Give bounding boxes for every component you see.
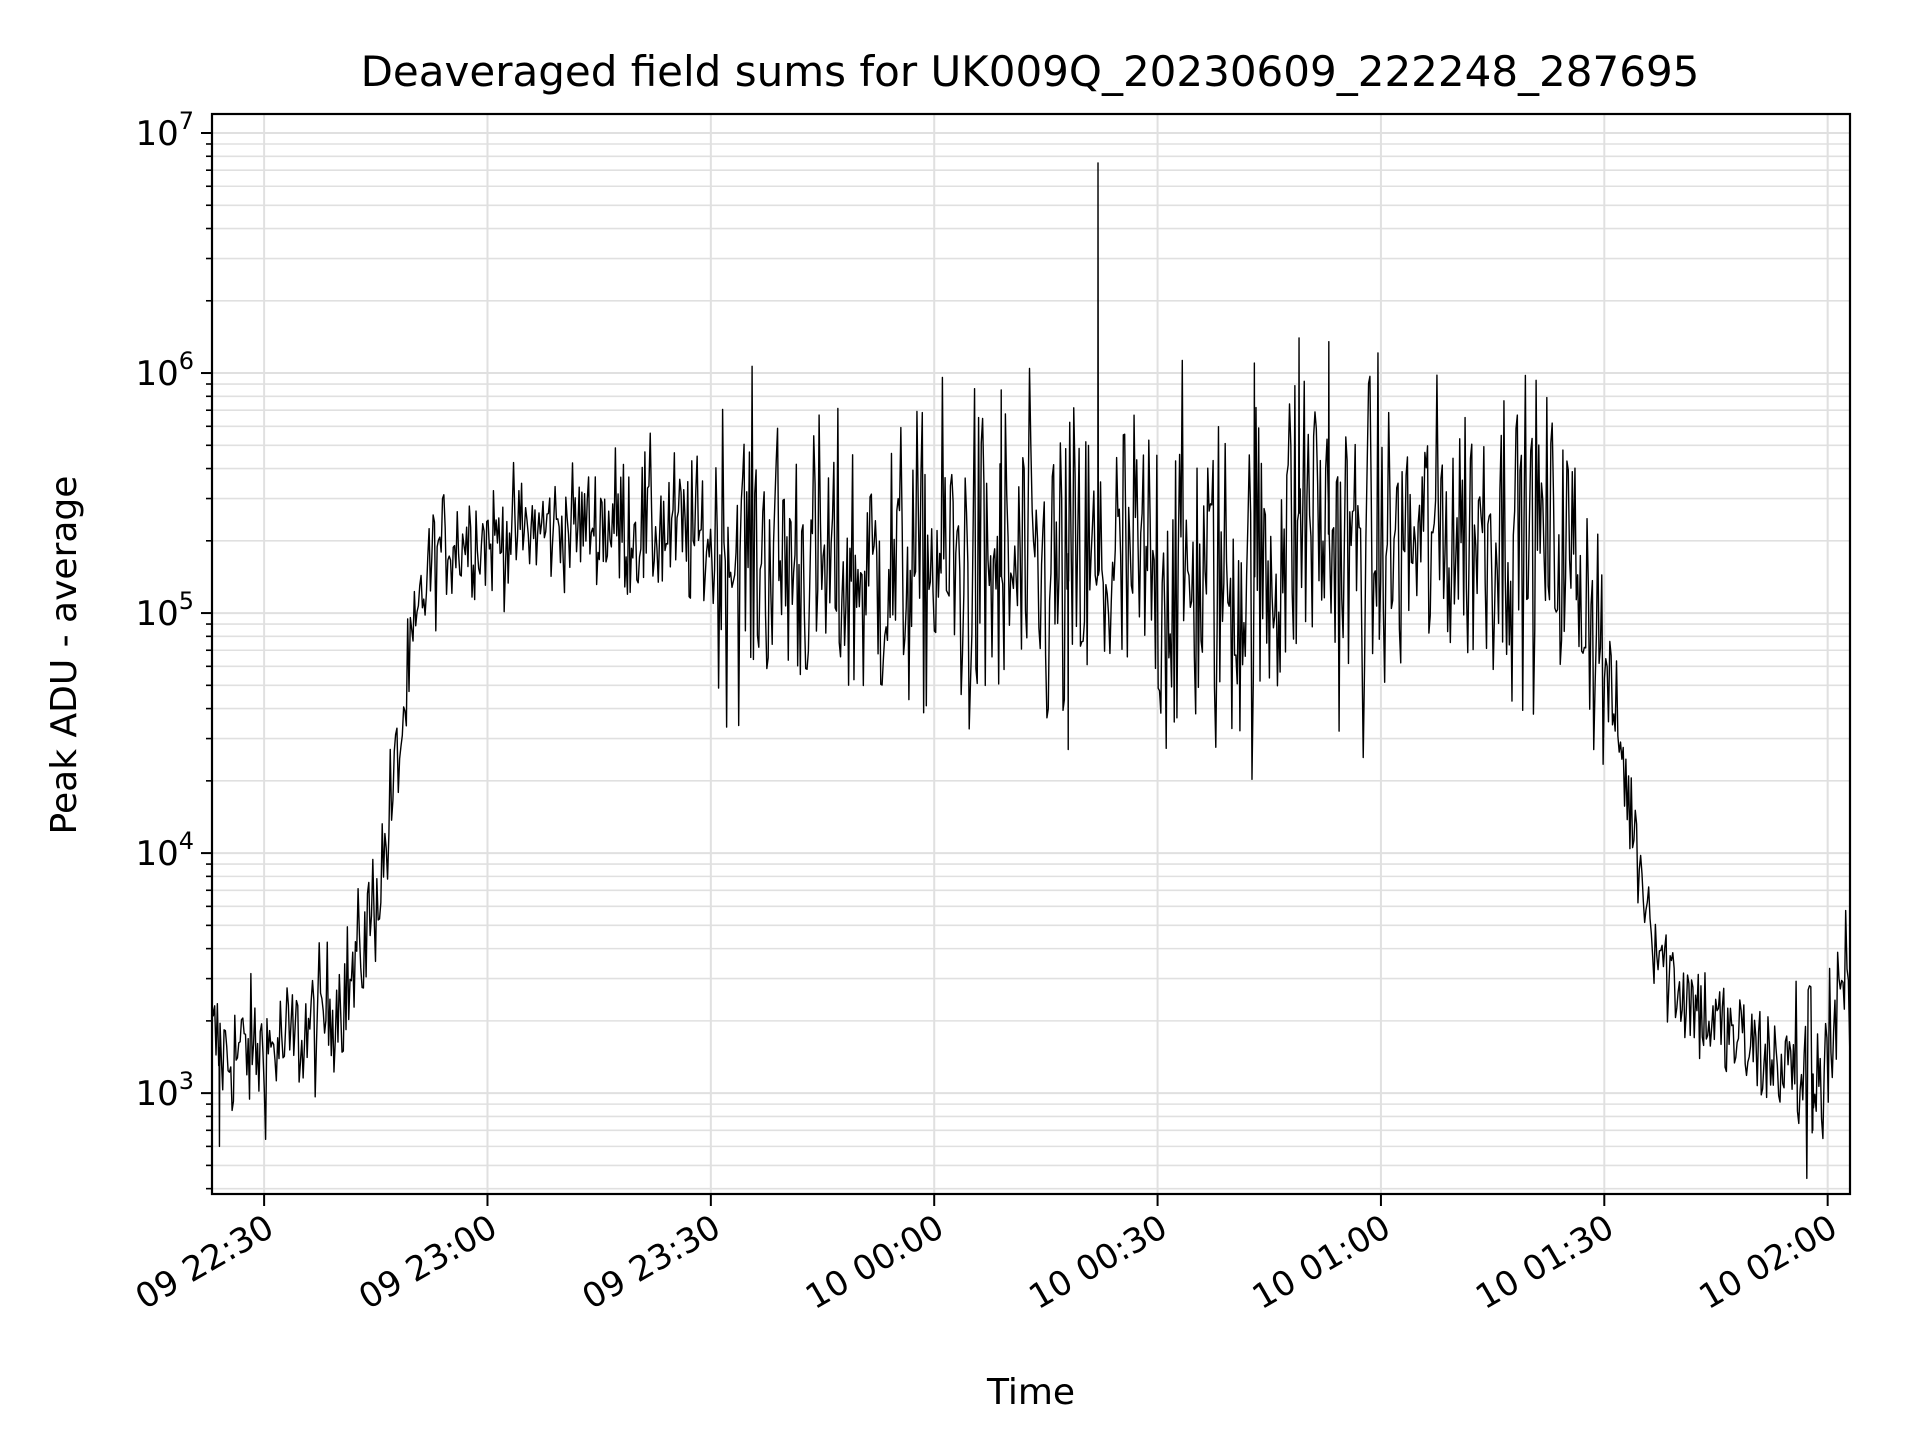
x-axis: 09 22:30 09 23:00 09 23:30 10 00:00 10 00:30… (129, 1194, 1844, 1318)
y-axis-label: Peak ADU - average (44, 476, 85, 835)
chart-title: Deaveraged field sums for UK009Q_2023060… (361, 47, 1700, 96)
x-tick-label: 10 00:00 (799, 1207, 951, 1318)
x-tick-label: 10 01:30 (1469, 1207, 1621, 1318)
x-tick-label: 10 02:00 (1692, 1207, 1844, 1318)
y-tick-label: 103 (135, 1067, 194, 1114)
x-axis-label: Time (986, 1372, 1075, 1413)
plot-frame (210, 112, 1852, 1196)
x-tick-label: 09 23:00 (352, 1207, 504, 1318)
y-tick-label: 105 (135, 587, 194, 634)
y-tick-label: 107 (135, 107, 194, 154)
x-tick-label: 09 22:30 (129, 1207, 281, 1318)
x-tick-label: 10 01:00 (1246, 1207, 1398, 1318)
grid (212, 114, 1850, 1194)
data-series-line (211, 162, 1851, 1180)
y-tick-label: 106 (135, 347, 194, 394)
y-axis: 103 104 105 106 107 (135, 107, 212, 1190)
y-tick-label: 104 (135, 827, 194, 874)
plot-line-group (211, 162, 1851, 1180)
x-tick-label: 09 23:30 (576, 1207, 728, 1318)
x-tick-label: 10 00:30 (1022, 1207, 1174, 1318)
